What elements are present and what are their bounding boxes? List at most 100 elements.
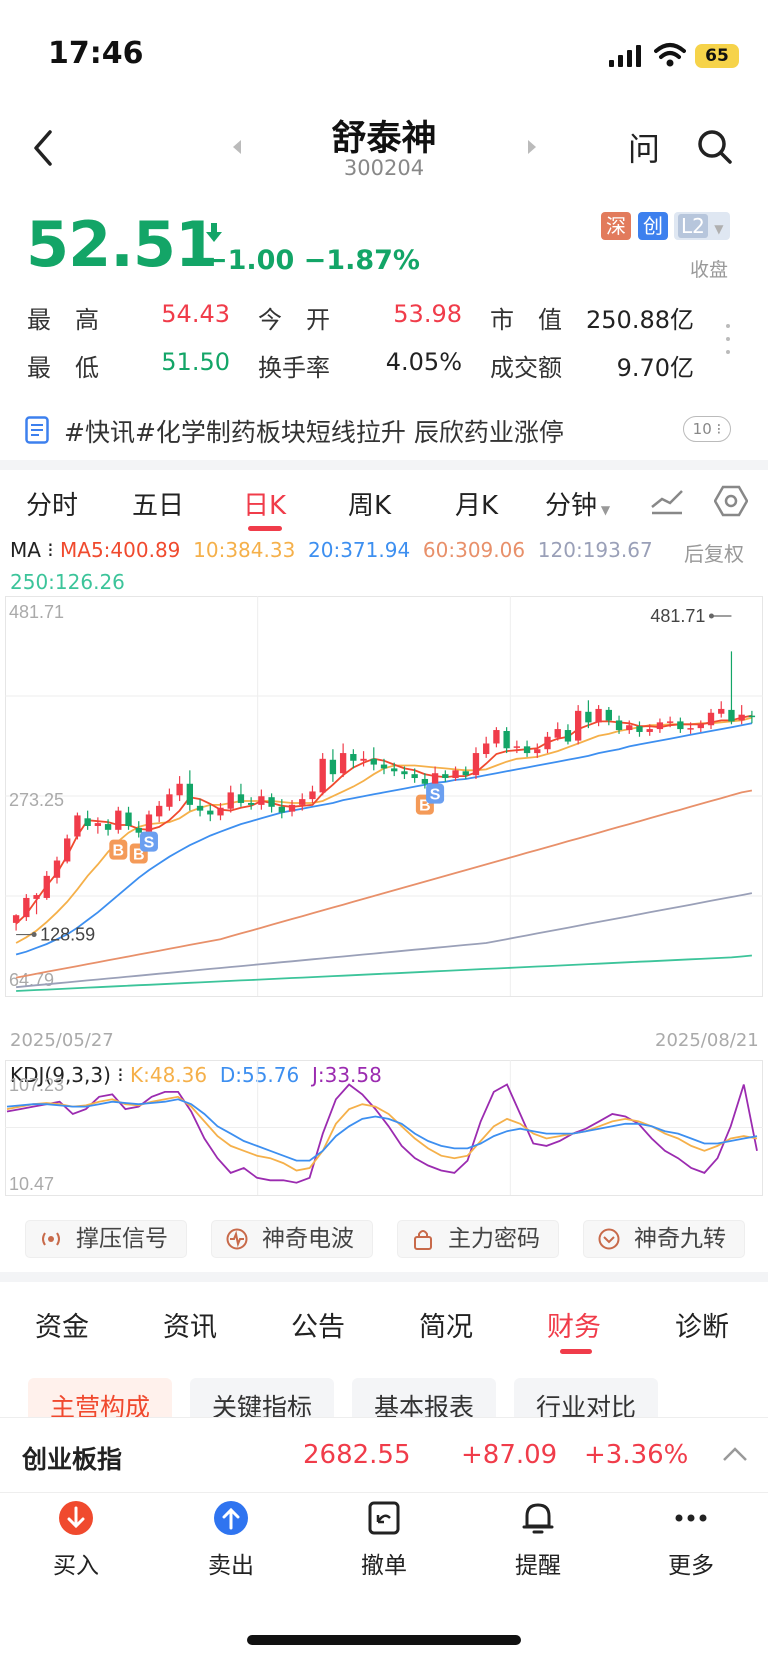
tool-magic-wave[interactable]: 神奇电波 [211, 1220, 373, 1258]
buy-button[interactable]: 买入 [31, 1500, 121, 1580]
index-pct: +3.36% [584, 1440, 689, 1470]
more-vertical-icon[interactable] [724, 322, 732, 356]
candle-body [391, 768, 398, 772]
signal-badge-b [109, 839, 128, 860]
search-icon[interactable] [696, 128, 734, 166]
kdj-axis-label: 10.47 [9, 1174, 54, 1194]
level2-tag[interactable]: L2 ▼ [674, 212, 730, 240]
candle-body [64, 838, 71, 862]
candle-body [666, 721, 674, 723]
ma-line-ma120 [16, 892, 753, 989]
index-bar[interactable] [0, 1417, 768, 1493]
candle-body [615, 720, 623, 731]
signal-label: B [113, 843, 125, 860]
tab-news[interactable]: 资讯 [163, 1312, 217, 1343]
kdj-chart[interactable]: 107.23 10.47 [5, 1060, 763, 1202]
candle-body [431, 773, 439, 784]
settings-hexagon-icon[interactable] [714, 485, 748, 517]
kdj-legend[interactable]: KDJ(9,3,3) ⁝ K:48.36 D:55.76 J:33.58 [10, 1063, 382, 1087]
index-value: 2682.55 [303, 1440, 411, 1470]
candle-body [513, 746, 521, 748]
kdj-line-j [6, 1083, 758, 1184]
signal-label: B [419, 798, 431, 815]
ma-line-ma60 [15, 789, 753, 979]
back-arrow-icon[interactable] [30, 128, 56, 168]
sell-button[interactable]: 卖出 [186, 1500, 276, 1580]
kdj-k-value: K:48.36 [130, 1063, 208, 1087]
chevron-up-icon[interactable] [722, 1446, 748, 1462]
kdj-settings-icon[interactable]: ⁝ [110, 1063, 130, 1087]
signal-label: S [144, 835, 155, 852]
ma-settings-icon[interactable]: ⁝ [40, 538, 61, 562]
news-count-badge[interactable]: 10 ⁝ [683, 416, 731, 442]
tab-profile[interactable]: 简况 [419, 1312, 473, 1343]
news-text[interactable]: #快讯#化学制药板块短线拉升 辰欣药业涨停 [64, 418, 564, 447]
more-button[interactable]: 更多 [646, 1500, 736, 1580]
cancel-order-button[interactable]: 撤单 [339, 1500, 429, 1580]
candle-body [595, 708, 602, 723]
chevron-circle-icon [598, 1228, 620, 1250]
candle-body [605, 709, 612, 721]
candle-body [156, 805, 163, 817]
adjust-mode[interactable]: 后复权 [684, 542, 744, 566]
more-dots-icon [675, 1514, 707, 1522]
candle-body [217, 807, 224, 816]
alert-button[interactable]: 提醒 [493, 1500, 583, 1580]
cancel-order-icon [368, 1501, 400, 1535]
prev-stock-icon[interactable] [231, 139, 243, 155]
kdj-axis-label: 107.23 [9, 1075, 64, 1095]
next-stock-icon[interactable] [526, 139, 538, 155]
high-marker-dot [708, 613, 714, 619]
tab-five-day[interactable]: 五日 [132, 491, 185, 521]
battery-indicator: 65 [695, 44, 739, 68]
candle-body [115, 810, 122, 830]
tab-minutes-dropdown[interactable]: 分钟 ▼ [545, 485, 610, 522]
tool-support-resistance[interactable]: 撑压信号 [25, 1220, 187, 1258]
buy-label: 买入 [53, 1553, 99, 1579]
candle-body [707, 712, 715, 726]
ma120-value: 120:193.67 [537, 538, 653, 562]
high-marker-label: 481.71 [650, 606, 705, 626]
ma-line-ma20 [15, 722, 753, 956]
tool-main-force-code[interactable]: 主力密码 [397, 1220, 559, 1258]
tab-diagnosis[interactable]: 诊断 [675, 1312, 729, 1343]
pulse-icon [226, 1228, 248, 1250]
candle-body [677, 721, 684, 730]
candle-body [411, 774, 418, 779]
sell-label: 卖出 [208, 1553, 254, 1579]
candle-body [227, 792, 234, 809]
candle-body [33, 895, 40, 899]
tool-magic-nine[interactable]: 神奇九转 [583, 1220, 745, 1258]
stock-code: 300204 [343, 156, 425, 180]
more-label: 更多 [668, 1553, 714, 1579]
tab-funds[interactable]: 资金 [35, 1312, 89, 1343]
candle-body [12, 915, 20, 923]
tab-daily-k[interactable]: 日K [243, 491, 287, 521]
candle-body [370, 758, 377, 765]
tab-announcements[interactable]: 公告 [291, 1312, 345, 1343]
level2-label: L2 [678, 214, 708, 238]
candle-body [401, 771, 408, 775]
candle-body [350, 754, 357, 761]
candle-body [196, 805, 204, 811]
tab-finance[interactable]: 财务 [547, 1312, 601, 1343]
stock-name: 舒泰神 [331, 119, 437, 159]
tab-monthly-k[interactable]: 月K [455, 491, 499, 521]
candle-body [74, 815, 81, 837]
candle-body [207, 810, 214, 815]
candle-body [339, 753, 347, 774]
candle-body [94, 823, 102, 826]
ask-button[interactable]: 问 [628, 130, 661, 168]
candle-body [237, 794, 245, 803]
wifi-icon [654, 43, 686, 67]
ma-legend[interactable]: MA ⁝ MA5:400.89 10:384.33 20:371.94 60:3… [10, 538, 653, 562]
stat-value-marketcap: 250.88亿 [586, 306, 694, 334]
tab-minute[interactable]: 分时 [26, 491, 79, 521]
market-state: 收盘 [690, 259, 729, 281]
stat-value-amount: 9.70亿 [616, 354, 694, 382]
tab-weekly-k[interactable]: 周K [348, 491, 392, 521]
candle-body [554, 729, 561, 738]
chart-style-icon[interactable] [650, 487, 684, 515]
candle-body [309, 791, 316, 800]
